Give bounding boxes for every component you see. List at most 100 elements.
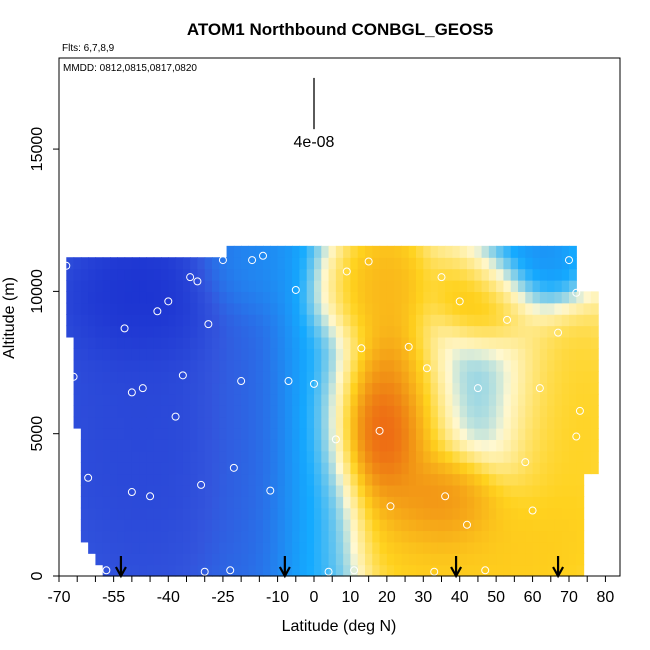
- heat-cell: [576, 291, 585, 304]
- heat-cell: [576, 314, 585, 327]
- heat-cell: [510, 496, 519, 509]
- heat-cell: [88, 473, 97, 486]
- heat-cell: [226, 416, 235, 429]
- heat-cell: [401, 325, 410, 338]
- heat-cell: [481, 541, 490, 554]
- heat-cell: [139, 280, 148, 292]
- heat-cell: [561, 302, 570, 315]
- heat-cell: [423, 336, 432, 349]
- heat-cell: [153, 268, 162, 281]
- heat-cell: [88, 541, 97, 554]
- heat-cell: [365, 268, 373, 281]
- heat-cell: [525, 416, 534, 429]
- heat-cell: [525, 496, 534, 509]
- heat-cell: [525, 382, 534, 395]
- heat-cell: [416, 428, 424, 440]
- heat-cell: [190, 507, 199, 520]
- heat-cell: [233, 348, 242, 361]
- heat-cell: [547, 268, 556, 281]
- heat-cell: [583, 405, 592, 418]
- heat-cell: [423, 519, 432, 532]
- heat-cell: [73, 382, 82, 395]
- heat-cell: [401, 336, 410, 349]
- heat-cell: [343, 564, 352, 577]
- heat-cell: [467, 393, 475, 406]
- heat-cell: [284, 291, 293, 304]
- heat-cell: [226, 496, 235, 509]
- heat-cell: [314, 530, 322, 543]
- heat-cell: [212, 496, 220, 509]
- heat-cell: [510, 553, 519, 566]
- heat-cell: [532, 393, 541, 406]
- heat-cell: [175, 428, 184, 440]
- heat-cell: [445, 507, 454, 520]
- heat-cell: [561, 268, 570, 281]
- heat-cell: [437, 507, 446, 520]
- heat-cell: [357, 541, 366, 554]
- heat-cell: [328, 507, 337, 520]
- heat-cell: [503, 348, 512, 361]
- heat-cell: [95, 462, 104, 475]
- heat-cell: [525, 507, 534, 520]
- heat-cell: [590, 393, 599, 406]
- heat-cell: [277, 393, 286, 406]
- heat-cell: [386, 325, 395, 338]
- heat-cell: [175, 302, 184, 315]
- heat-cell: [539, 257, 548, 270]
- heat-cell: [452, 405, 461, 418]
- heat-cell: [80, 428, 89, 440]
- heat-cell: [343, 519, 352, 532]
- heat-cell: [328, 405, 337, 418]
- heat-cell: [408, 416, 417, 429]
- heat-cell: [233, 428, 242, 440]
- heat-cell: [357, 336, 366, 349]
- heat-cell: [569, 507, 577, 520]
- heat-cell: [437, 291, 446, 304]
- heat-cell: [503, 519, 512, 532]
- heat-cell: [343, 507, 352, 520]
- heat-cell: [284, 359, 293, 372]
- heat-cell: [263, 348, 271, 361]
- heat-cell: [168, 553, 177, 566]
- heat-cell: [496, 393, 505, 406]
- heat-cell: [175, 257, 184, 270]
- heat-cell: [131, 473, 140, 486]
- heat-cell: [168, 314, 177, 327]
- heat-cell: [153, 348, 162, 361]
- heat-cell: [547, 484, 556, 497]
- heat-cell: [467, 428, 475, 440]
- heat-cell: [73, 393, 82, 406]
- heat-cell: [197, 428, 206, 440]
- heat-cell: [583, 348, 592, 361]
- heat-cell: [481, 462, 490, 475]
- heat-cell: [430, 291, 439, 304]
- heat-cell: [452, 416, 461, 429]
- heat-cell: [124, 393, 133, 406]
- heat-cell: [248, 291, 257, 304]
- heat-cell: [459, 325, 468, 338]
- heat-cell: [88, 302, 97, 315]
- heat-cell: [335, 553, 344, 566]
- heat-cell: [212, 268, 220, 281]
- heat-cell: [190, 496, 199, 509]
- heat-cell: [408, 553, 417, 566]
- heat-cell: [284, 268, 293, 281]
- heat-cell: [518, 428, 526, 440]
- heat-cell: [386, 336, 395, 349]
- heat-cell: [139, 348, 148, 361]
- heat-cell: [102, 325, 111, 338]
- heat-cell: [263, 439, 271, 452]
- heat-cell: [197, 496, 206, 509]
- heat-cell: [146, 428, 155, 440]
- heat-cell: [314, 393, 322, 406]
- heat-cell: [357, 507, 366, 520]
- heat-cell: [503, 416, 512, 429]
- heat-cell: [321, 291, 330, 304]
- heat-cell: [263, 405, 271, 418]
- heat-cell: [510, 268, 519, 281]
- heat-cell: [474, 245, 483, 258]
- heat-cell: [372, 530, 381, 543]
- heat-cell: [416, 473, 424, 486]
- heat-cell: [204, 257, 213, 270]
- heat-cell: [182, 371, 191, 384]
